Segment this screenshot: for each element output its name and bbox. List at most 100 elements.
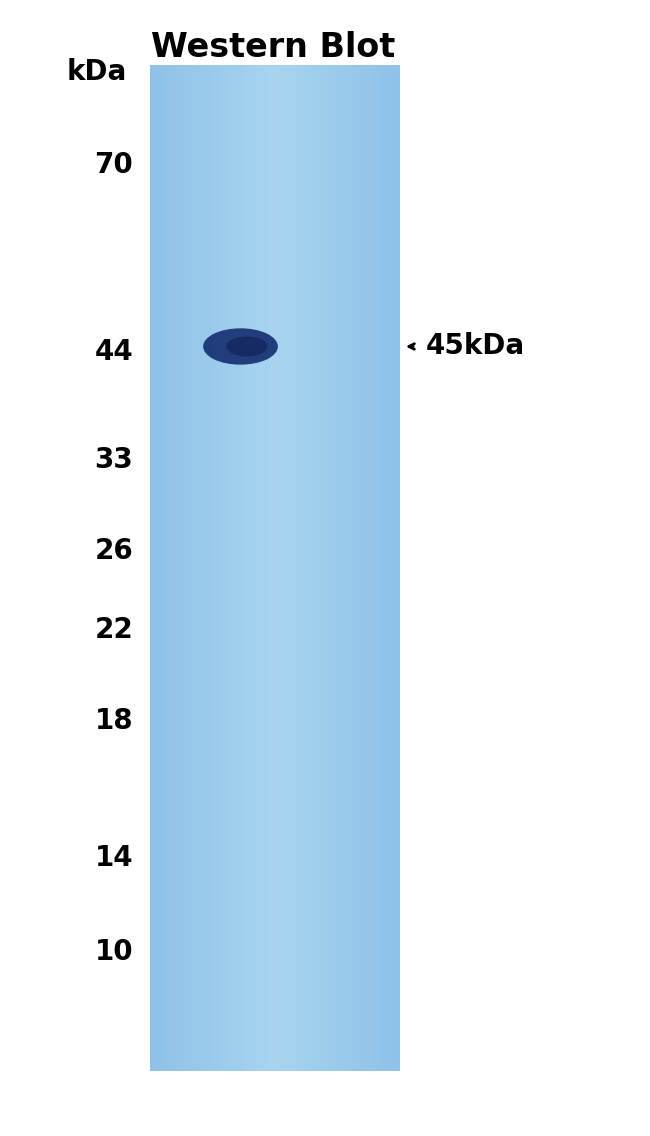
Bar bbox=[176, 65, 177, 1071]
Bar bbox=[317, 65, 318, 1071]
Bar bbox=[205, 65, 207, 1071]
Bar bbox=[158, 65, 159, 1071]
Bar bbox=[178, 65, 179, 1071]
Text: 44: 44 bbox=[94, 339, 133, 366]
Bar bbox=[170, 65, 171, 1071]
Bar bbox=[298, 65, 300, 1071]
Bar bbox=[330, 65, 331, 1071]
Bar bbox=[320, 65, 322, 1071]
Bar bbox=[391, 65, 393, 1071]
Bar bbox=[309, 65, 311, 1071]
Bar bbox=[281, 65, 282, 1071]
Text: 14: 14 bbox=[95, 844, 133, 871]
Bar bbox=[263, 65, 264, 1071]
Bar bbox=[384, 65, 385, 1071]
Bar bbox=[325, 65, 327, 1071]
Bar bbox=[256, 65, 257, 1071]
Bar bbox=[275, 65, 276, 1071]
Bar bbox=[316, 65, 318, 1071]
Bar bbox=[222, 65, 223, 1071]
Bar bbox=[344, 65, 346, 1071]
Bar bbox=[294, 65, 296, 1071]
Bar bbox=[258, 65, 260, 1071]
Bar bbox=[332, 65, 333, 1071]
Bar bbox=[371, 65, 373, 1071]
Text: 22: 22 bbox=[94, 617, 133, 644]
Bar bbox=[213, 65, 214, 1071]
Bar bbox=[151, 65, 153, 1071]
Bar bbox=[191, 65, 193, 1071]
Text: 33: 33 bbox=[94, 446, 133, 474]
Bar bbox=[397, 65, 398, 1071]
Bar bbox=[385, 65, 387, 1071]
Bar bbox=[378, 65, 380, 1071]
Bar bbox=[366, 65, 368, 1071]
Bar bbox=[220, 65, 221, 1071]
Bar bbox=[223, 65, 225, 1071]
Bar bbox=[268, 65, 269, 1071]
Bar bbox=[185, 65, 187, 1071]
Bar bbox=[274, 65, 276, 1071]
Bar bbox=[194, 65, 196, 1071]
Bar bbox=[348, 65, 349, 1071]
Bar bbox=[313, 65, 314, 1071]
Bar bbox=[329, 65, 330, 1071]
Bar bbox=[362, 65, 363, 1071]
Bar bbox=[187, 65, 188, 1071]
Bar bbox=[390, 65, 391, 1071]
Bar bbox=[346, 65, 348, 1071]
Bar bbox=[189, 65, 190, 1071]
Bar bbox=[354, 65, 356, 1071]
Bar bbox=[226, 65, 228, 1071]
Bar bbox=[219, 65, 220, 1071]
Bar bbox=[292, 65, 293, 1071]
Bar bbox=[309, 65, 310, 1071]
Bar bbox=[199, 65, 200, 1071]
Bar bbox=[225, 65, 226, 1071]
Bar bbox=[333, 65, 334, 1071]
Bar bbox=[216, 65, 217, 1071]
Bar bbox=[237, 65, 238, 1071]
Bar bbox=[376, 65, 377, 1071]
Bar bbox=[202, 65, 203, 1071]
Bar bbox=[166, 65, 168, 1071]
Bar bbox=[208, 65, 209, 1071]
Bar bbox=[368, 65, 369, 1071]
Bar bbox=[229, 65, 231, 1071]
Bar bbox=[270, 65, 272, 1071]
Bar bbox=[321, 65, 322, 1071]
Bar bbox=[376, 65, 378, 1071]
Bar bbox=[396, 65, 398, 1071]
Bar bbox=[176, 65, 177, 1071]
Bar bbox=[295, 65, 296, 1071]
Bar bbox=[251, 65, 252, 1071]
Bar bbox=[305, 65, 307, 1071]
Bar bbox=[252, 65, 254, 1071]
Bar bbox=[391, 65, 392, 1071]
Bar bbox=[350, 65, 352, 1071]
Bar bbox=[272, 65, 274, 1071]
Bar bbox=[343, 65, 344, 1071]
Bar bbox=[260, 65, 261, 1071]
Bar bbox=[296, 65, 298, 1071]
Bar bbox=[190, 65, 191, 1071]
Bar bbox=[264, 65, 266, 1071]
Bar bbox=[201, 65, 202, 1071]
Bar bbox=[304, 65, 306, 1071]
Bar bbox=[396, 65, 397, 1071]
Bar bbox=[250, 65, 252, 1071]
Bar bbox=[168, 65, 170, 1071]
Bar bbox=[370, 65, 371, 1071]
Bar bbox=[350, 65, 351, 1071]
Bar bbox=[392, 65, 394, 1071]
Bar bbox=[327, 65, 328, 1071]
Bar bbox=[360, 65, 362, 1071]
Bar bbox=[161, 65, 162, 1071]
Bar bbox=[254, 65, 255, 1071]
Bar bbox=[386, 65, 388, 1071]
Bar bbox=[289, 65, 291, 1071]
Bar bbox=[374, 65, 376, 1071]
Bar bbox=[179, 65, 180, 1071]
Bar bbox=[323, 65, 324, 1071]
Bar bbox=[197, 65, 199, 1071]
